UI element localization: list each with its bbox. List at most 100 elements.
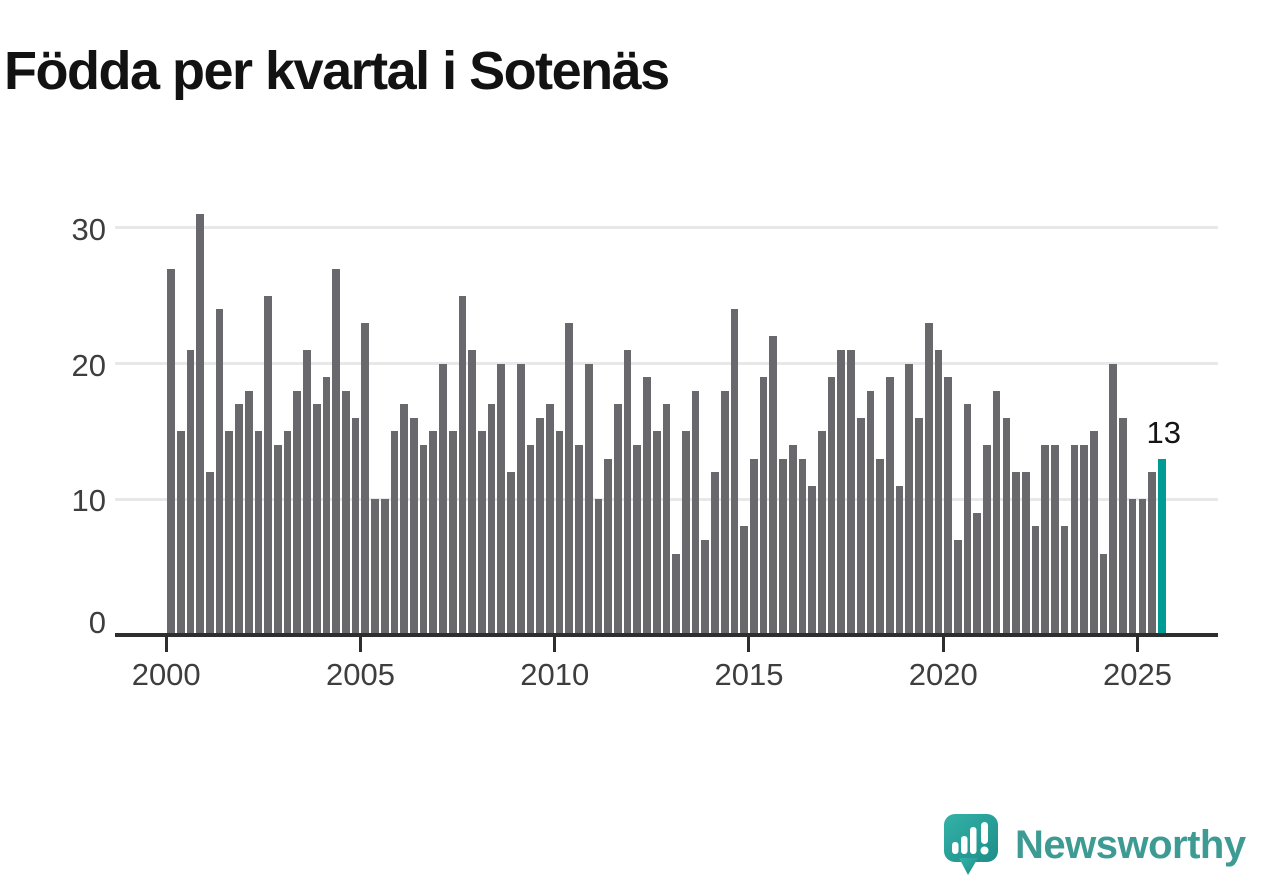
bar (866, 390, 875, 635)
bar (681, 431, 690, 635)
bar (1128, 499, 1137, 635)
bar (264, 295, 273, 635)
bar (176, 431, 185, 635)
bar (322, 377, 331, 635)
bar (371, 499, 379, 635)
bar (623, 350, 632, 635)
bar-value-annotation: 13 (1146, 414, 1181, 450)
bar (458, 295, 467, 635)
bar (516, 363, 525, 635)
bar (973, 512, 982, 635)
bar (1080, 445, 1088, 635)
bar (167, 268, 175, 635)
bar (1051, 445, 1059, 635)
bar (701, 540, 710, 635)
bar (274, 445, 282, 635)
bar (546, 404, 554, 635)
bar (779, 458, 787, 635)
bar (206, 472, 214, 635)
bar (507, 472, 515, 635)
bar (643, 377, 651, 635)
bar (604, 458, 612, 635)
x-axis-tick-label: 2005 (325, 657, 395, 692)
bar (312, 404, 321, 635)
bar (1041, 445, 1050, 635)
x-axis-tick (941, 637, 945, 652)
bar (720, 390, 729, 635)
x-axis-tick (747, 637, 751, 652)
bar (740, 526, 748, 635)
newsworthy-logo: Newsworthy (944, 814, 1246, 877)
bar (1099, 553, 1108, 635)
bar (429, 431, 438, 635)
bar (652, 431, 661, 635)
bar (419, 445, 428, 635)
bar (468, 350, 476, 635)
x-axis-tick-label: 2015 (714, 657, 784, 692)
bar (196, 214, 205, 635)
y-axis-tick-label: 10 (71, 483, 106, 519)
bar (963, 404, 972, 635)
bar (526, 445, 535, 635)
bar (808, 485, 816, 635)
bar (390, 431, 399, 635)
bar (837, 350, 846, 635)
bar (895, 485, 904, 635)
y-gridline (115, 226, 1218, 230)
bar (1148, 472, 1156, 635)
bar (332, 268, 340, 635)
x-axis-tick-label: 2025 (1103, 657, 1172, 692)
bar (1060, 526, 1069, 635)
bar (827, 377, 836, 635)
bar (303, 350, 311, 635)
bar (235, 404, 243, 635)
bar (934, 350, 943, 635)
bar (215, 309, 224, 635)
y-axis-tick-label: 20 (71, 347, 106, 383)
bar (293, 390, 302, 635)
bar (439, 363, 447, 635)
bar (410, 417, 418, 635)
bar (633, 445, 642, 635)
bar (565, 322, 574, 635)
x-axis-tick-label: 2020 (908, 657, 978, 692)
x-axis-tick (1135, 637, 1139, 652)
bar (953, 540, 962, 635)
bar (613, 404, 622, 635)
bar (759, 377, 768, 635)
x-axis-line (115, 633, 1218, 637)
bar (351, 417, 360, 635)
bar (1031, 526, 1040, 635)
bar (225, 431, 234, 635)
bar (448, 431, 457, 635)
bar (662, 404, 671, 635)
bar (487, 404, 496, 635)
y-gridline (115, 362, 1218, 366)
bar (1138, 499, 1147, 635)
bar (478, 431, 486, 635)
bar (915, 417, 923, 635)
x-axis-tick-label: 2010 (520, 657, 590, 692)
bar (992, 390, 1001, 635)
bar (244, 390, 253, 635)
bar (594, 499, 603, 635)
bar (817, 431, 826, 635)
bar (555, 431, 564, 635)
newsworthy-bubble-chart-icon (944, 814, 1002, 877)
bar (1070, 445, 1079, 635)
bar (905, 363, 914, 635)
bar (342, 390, 350, 635)
bar (186, 350, 195, 635)
bar (536, 417, 544, 635)
bar (769, 336, 778, 635)
bar (1012, 472, 1020, 635)
bar (788, 445, 797, 635)
x-axis-tick (164, 637, 168, 652)
bar (1119, 417, 1127, 635)
bar (691, 390, 700, 635)
bar (876, 458, 884, 635)
x-axis-tick (358, 637, 362, 652)
bar (885, 377, 894, 635)
bar (856, 417, 865, 635)
